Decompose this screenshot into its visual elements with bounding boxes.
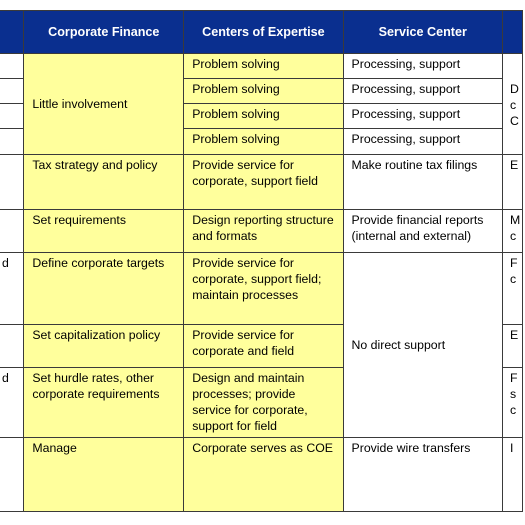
header-left-edge <box>0 10 25 54</box>
centers-cell: Corporate serves as COE <box>183 437 344 512</box>
table-row: Manage Corporate serves as COE Provide w… <box>0 437 523 512</box>
table-row: d Define corporate targets Provide servi… <box>0 252 523 438</box>
right-edge-text: D <box>510 82 519 96</box>
left-edge-cell <box>0 128 25 155</box>
left-edge-cell <box>0 154 25 210</box>
centers-cell: Provide service for corporate and field <box>183 324 344 368</box>
header-row: Corporate Finance Centers of Expertise S… <box>0 10 523 54</box>
left-edge-cell <box>0 78 25 104</box>
corporate-cell: Set capitalization policy <box>23 324 185 368</box>
service-cell: Processing, support <box>342 78 504 104</box>
left-edge-cell <box>0 437 25 512</box>
service-cell: Make routine tax filings <box>342 154 504 210</box>
left-edge-cell <box>0 103 25 129</box>
right-edge-cell: E <box>502 154 523 210</box>
responsibility-table: Corporate Finance Centers of Expertise S… <box>0 10 523 512</box>
left-edge-cell: d <box>0 252 25 325</box>
service-cell: Provide financial reports (internal and … <box>342 209 504 253</box>
right-edge-cell: M c <box>502 209 523 253</box>
corporate-cell: Set requirements <box>23 209 185 253</box>
centers-cell: Design and maintain processes; provide s… <box>183 367 344 438</box>
corporate-cell: Define corporate targets <box>23 252 185 325</box>
header-centers-of-expertise: Centers of Expertise <box>183 10 344 54</box>
table-row: d Set hurdle rates, other corporate requ… <box>0 367 523 438</box>
table-row: Problem solving Processing, support <box>0 78 523 104</box>
service-cell: Processing, support <box>342 103 504 129</box>
right-edge-cell: E <box>502 324 523 368</box>
centers-cell: Problem solving <box>183 78 344 104</box>
corporate-cell: Manage <box>23 437 185 512</box>
centers-cell: Design reporting structure and formats <box>183 209 344 253</box>
service-cell: Provide wire transfers <box>342 437 504 512</box>
service-cell: Processing, support <box>342 128 504 155</box>
table-row: Set requirements Design reporting struct… <box>0 209 523 253</box>
centers-cell: Provide service for corporate, support f… <box>183 154 344 210</box>
table-row: Tax strategy and policy Provide service … <box>0 154 523 210</box>
service-cell: Processing, support <box>342 53 504 79</box>
centers-cell: Provide service for corporate, support f… <box>183 252 344 325</box>
right-edge-cell: I <box>502 437 523 512</box>
table-row: Problem solving Processing, support <box>0 128 523 155</box>
right-edge-text: C <box>510 114 519 128</box>
right-edge-cell: F c <box>502 252 523 325</box>
left-edge-cell <box>0 53 25 79</box>
centers-cell: Problem solving <box>183 53 344 79</box>
corporate-cell: Tax strategy and policy <box>23 154 185 210</box>
table-row: Little involvement Problem solving Proce… <box>0 53 523 155</box>
corporate-cell: Set hurdle rates, other corporate requir… <box>23 367 185 438</box>
table-row: Set capitalization policy Provide servic… <box>0 324 523 368</box>
header-right-edge <box>502 10 523 54</box>
corporate-cell-little-involvement: Little involvement <box>23 53 185 155</box>
centers-cell: Problem solving <box>183 103 344 129</box>
centers-cell: Problem solving <box>183 128 344 155</box>
left-edge-cell <box>0 324 25 368</box>
right-edge-cell: D c C <box>502 53 523 155</box>
header-service-center: Service Center <box>342 10 504 54</box>
header-corporate-finance: Corporate Finance <box>23 10 185 54</box>
service-cell-no-direct-support: No direct support <box>342 252 504 438</box>
right-edge-text: c <box>510 98 517 112</box>
left-edge-cell: d <box>0 367 25 438</box>
left-edge-cell <box>0 209 25 253</box>
right-edge-cell: F s c <box>502 367 523 438</box>
table-row: Problem solving Processing, support <box>0 103 523 129</box>
